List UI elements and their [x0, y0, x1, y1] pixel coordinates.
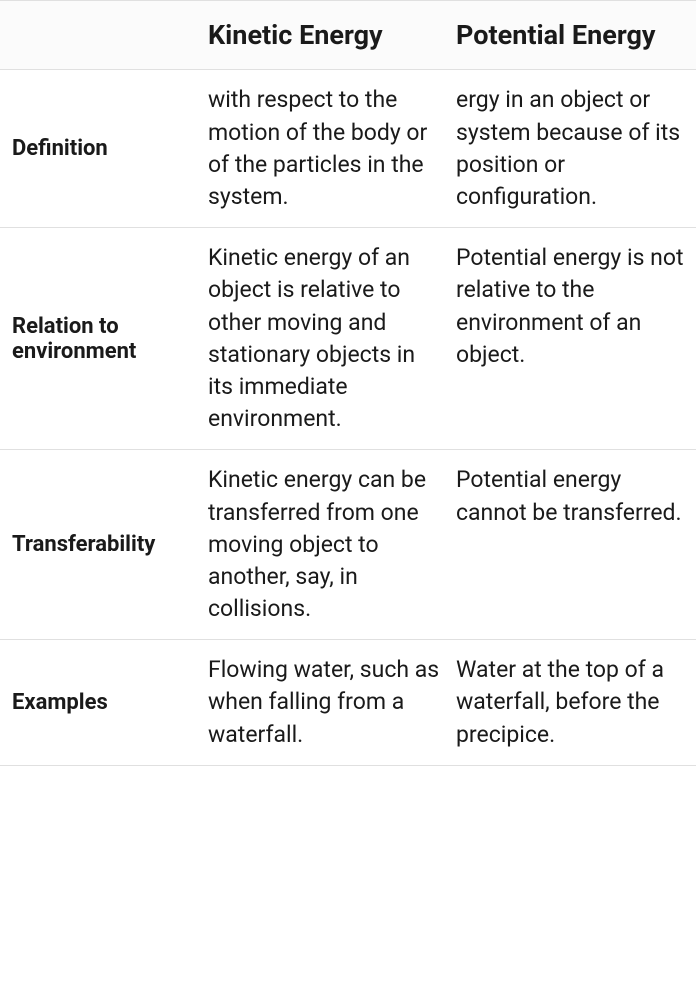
cell-transferability-potential: Potential energy cannot be transferred.	[448, 450, 696, 640]
cell-definition-kinetic: with respect to the motion of the body o…	[200, 70, 448, 228]
cell-examples-kinetic: Flowing water, such as when falling from…	[200, 640, 448, 766]
column-header-kinetic: Kinetic Energy	[200, 1, 448, 70]
comparison-table: Kinetic Energy Potential Energy Definiti…	[0, 0, 696, 766]
row-label-examples: Examples	[0, 640, 200, 766]
table-row: Relation to environment Kinetic energy o…	[0, 228, 696, 450]
cell-examples-potential: Water at the top of a waterfall, be­fore…	[448, 640, 696, 766]
header-row: Kinetic Energy Potential Energy	[0, 1, 696, 70]
cell-definition-potential: ergy in an object or system be­cause of …	[448, 70, 696, 228]
row-label-transferability: Transferability	[0, 450, 200, 640]
row-label-relation: Relation to environment	[0, 228, 200, 450]
cell-transferability-kinetic: Kinetic energy can be trans­ferred from …	[200, 450, 448, 640]
table-row: Examples Flowing water, such as when fal…	[0, 640, 696, 766]
cell-relation-potential: Potential energy is not relative to the …	[448, 228, 696, 450]
row-label-definition: Definition	[0, 70, 200, 228]
table-row: Definition with respect to the motion of…	[0, 70, 696, 228]
table-row: Transferability Kinetic energy can be tr…	[0, 450, 696, 640]
empty-header-cell	[0, 1, 200, 70]
column-header-potential: Potential Energy	[448, 1, 696, 70]
cell-relation-kinetic: Kinetic energy of an object is relat­ive…	[200, 228, 448, 450]
